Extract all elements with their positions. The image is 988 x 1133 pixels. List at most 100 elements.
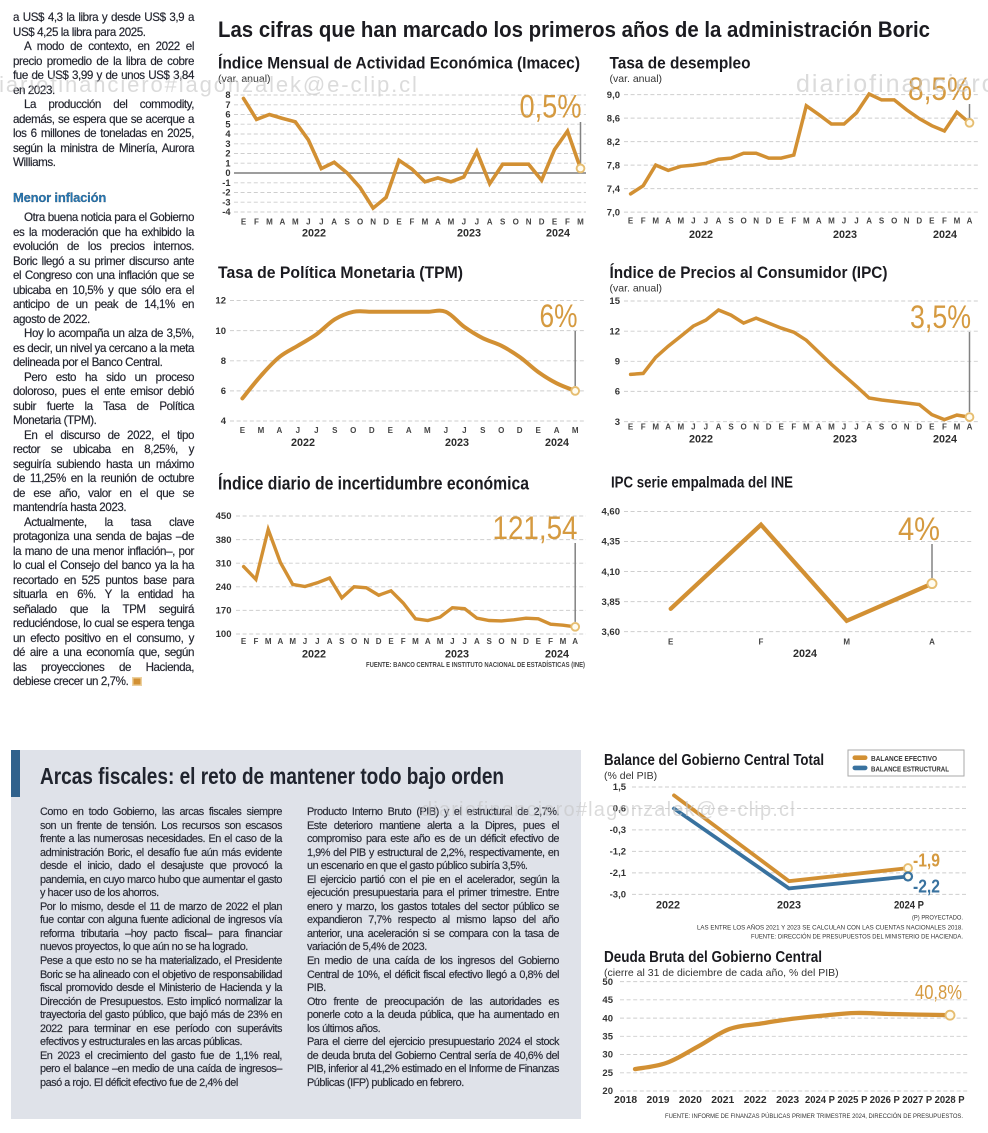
svg-text:F: F (759, 638, 764, 647)
svg-text:J: J (444, 426, 448, 435)
svg-text:-2,2: -2,2 (913, 876, 940, 896)
svg-text:10: 10 (215, 326, 226, 337)
svg-text:-1: -1 (222, 178, 230, 188)
svg-text:M: M (828, 216, 835, 225)
svg-text:F: F (791, 423, 796, 432)
svg-text:S: S (728, 216, 734, 225)
svg-text:450: 450 (216, 511, 232, 522)
svg-text:121,54: 121,54 (493, 510, 578, 546)
svg-text:F: F (401, 637, 406, 646)
svg-text:A: A (866, 423, 872, 432)
svg-text:M: M (265, 637, 272, 646)
svg-text:M: M (422, 218, 429, 227)
svg-text:O: O (891, 216, 897, 225)
svg-text:J: J (842, 423, 846, 432)
svg-text:A: A (716, 423, 722, 432)
svg-text:D: D (916, 423, 922, 432)
svg-text:45: 45 (602, 995, 613, 1006)
svg-text:S: S (480, 426, 486, 435)
svg-text:S: S (879, 216, 885, 225)
svg-text:Índice Mensual de Actividad Ec: Índice Mensual de Actividad Económica (I… (218, 54, 580, 73)
svg-text:A: A (331, 218, 337, 227)
svg-text:6: 6 (615, 387, 620, 398)
svg-text:O: O (513, 218, 519, 227)
svg-text:E: E (779, 423, 785, 432)
svg-text:2022: 2022 (291, 437, 315, 449)
svg-text:-1,9: -1,9 (913, 851, 940, 871)
svg-text:FUENTE: BANCO CENTRAL E INSTIT: FUENTE: BANCO CENTRAL E INSTITUTO NACION… (366, 660, 585, 669)
svg-text:J: J (475, 218, 479, 227)
svg-text:2023: 2023 (833, 434, 857, 446)
svg-text:2024: 2024 (546, 228, 571, 240)
svg-text:2024: 2024 (933, 434, 958, 446)
svg-text:2025 P: 2025 P (837, 1094, 867, 1106)
svg-text:A: A (665, 216, 671, 225)
svg-text:J: J (854, 216, 858, 225)
svg-text:2022: 2022 (302, 649, 326, 661)
svg-text:N: N (511, 637, 517, 646)
svg-text:S: S (500, 218, 506, 227)
svg-text:A: A (554, 426, 560, 435)
svg-text:-0,3: -0,3 (610, 825, 626, 836)
svg-text:30: 30 (602, 1050, 613, 1061)
svg-text:J: J (691, 216, 695, 225)
svg-text:M: M (292, 218, 299, 227)
svg-text:A: A (665, 423, 671, 432)
svg-text:-4: -4 (222, 207, 231, 217)
svg-text:2026 P: 2026 P (870, 1094, 900, 1106)
svg-text:Balance del Gobierno Central T: Balance del Gobierno Central Total (604, 752, 824, 769)
svg-text:O: O (891, 423, 897, 432)
svg-text:7,4: 7,4 (607, 184, 621, 195)
svg-text:D: D (539, 218, 545, 227)
svg-text:4,35: 4,35 (602, 537, 621, 548)
svg-text:5: 5 (225, 119, 230, 129)
svg-text:M: M (677, 216, 684, 225)
svg-text:F: F (641, 423, 646, 432)
svg-text:-3: -3 (222, 197, 230, 207)
svg-text:F: F (410, 218, 415, 227)
svg-text:A: A (816, 216, 822, 225)
svg-text:J: J (462, 637, 466, 646)
svg-text:D: D (916, 216, 922, 225)
svg-text:M: M (424, 426, 431, 435)
svg-text:M: M (828, 423, 835, 432)
svg-text:E: E (929, 216, 935, 225)
svg-text:M: M (954, 216, 961, 225)
svg-text:3,5%: 3,5% (910, 299, 971, 335)
svg-text:A: A (327, 637, 333, 646)
svg-text:J: J (462, 426, 466, 435)
svg-text:S: S (487, 637, 493, 646)
svg-text:310: 310 (216, 558, 232, 569)
svg-text:Tasa de desempleo: Tasa de desempleo (610, 54, 751, 73)
svg-text:F: F (253, 637, 258, 646)
svg-text:-2: -2 (222, 188, 230, 198)
svg-text:9: 9 (615, 357, 620, 368)
svg-text:2022: 2022 (744, 1094, 767, 1106)
svg-text:2024 P: 2024 P (805, 1094, 835, 1106)
svg-text:O: O (357, 218, 363, 227)
svg-text:2024: 2024 (793, 648, 818, 660)
svg-text:FUENTE: DIRECCIÓN DE PRESUPUES: FUENTE: DIRECCIÓN DE PRESUPUESTOS DEL MI… (751, 932, 963, 941)
svg-text:2023: 2023 (457, 228, 481, 240)
svg-text:F: F (565, 218, 570, 227)
svg-text:D: D (766, 216, 772, 225)
svg-text:A: A (280, 218, 286, 227)
svg-text:O: O (351, 637, 357, 646)
svg-text:6: 6 (221, 386, 226, 397)
svg-text:2023: 2023 (445, 437, 469, 449)
svg-text:(cierre al 31 de diciembre de: (cierre al 31 de diciembre de cada año, … (604, 967, 839, 979)
svg-text:2: 2 (225, 149, 230, 159)
svg-text:7,0: 7,0 (607, 207, 620, 218)
svg-text:D: D (369, 426, 375, 435)
svg-text:35: 35 (602, 1032, 613, 1043)
svg-text:4,10: 4,10 (602, 567, 621, 578)
svg-text:E: E (241, 637, 247, 646)
svg-text:(var. anual): (var. anual) (218, 73, 271, 85)
svg-text:M: M (803, 423, 810, 432)
svg-text:2020: 2020 (679, 1094, 702, 1106)
svg-text:J: J (704, 216, 708, 225)
svg-text:2024: 2024 (545, 649, 570, 661)
svg-text:170: 170 (216, 606, 232, 617)
svg-text:J: J (314, 426, 318, 435)
svg-text:F: F (942, 423, 947, 432)
